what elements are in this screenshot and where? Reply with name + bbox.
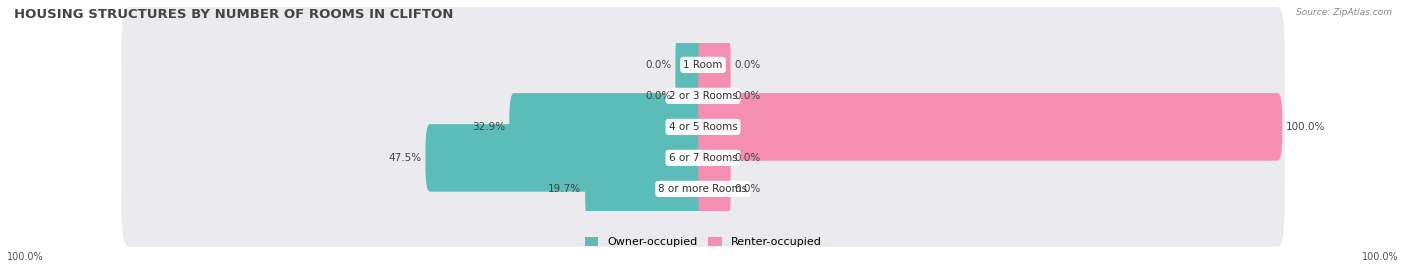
FancyBboxPatch shape (121, 100, 1285, 216)
Text: 100.0%: 100.0% (1286, 122, 1326, 132)
Text: 47.5%: 47.5% (388, 153, 422, 163)
Text: HOUSING STRUCTURES BY NUMBER OF ROOMS IN CLIFTON: HOUSING STRUCTURES BY NUMBER OF ROOMS IN… (14, 8, 453, 21)
Text: 6 or 7 Rooms: 6 or 7 Rooms (669, 153, 737, 163)
Text: 100.0%: 100.0% (7, 252, 44, 262)
FancyBboxPatch shape (699, 62, 731, 130)
FancyBboxPatch shape (699, 155, 731, 223)
Legend: Owner-occupied, Renter-occupied: Owner-occupied, Renter-occupied (581, 232, 825, 252)
Text: 4 or 5 Rooms: 4 or 5 Rooms (669, 122, 737, 132)
Text: 100.0%: 100.0% (1362, 252, 1399, 262)
FancyBboxPatch shape (121, 69, 1285, 185)
Text: 1 Room: 1 Room (683, 60, 723, 70)
FancyBboxPatch shape (699, 31, 731, 99)
FancyBboxPatch shape (675, 31, 707, 99)
Text: 0.0%: 0.0% (734, 184, 761, 194)
FancyBboxPatch shape (699, 124, 731, 192)
Text: 8 or more Rooms: 8 or more Rooms (658, 184, 748, 194)
Text: 0.0%: 0.0% (734, 153, 761, 163)
FancyBboxPatch shape (699, 93, 1282, 161)
FancyBboxPatch shape (585, 155, 707, 223)
Text: 0.0%: 0.0% (734, 91, 761, 101)
FancyBboxPatch shape (121, 7, 1285, 123)
FancyBboxPatch shape (121, 131, 1285, 247)
FancyBboxPatch shape (121, 38, 1285, 154)
Text: 2 or 3 Rooms: 2 or 3 Rooms (669, 91, 737, 101)
FancyBboxPatch shape (675, 62, 707, 130)
Text: 0.0%: 0.0% (734, 60, 761, 70)
Text: 19.7%: 19.7% (548, 184, 581, 194)
Text: 32.9%: 32.9% (472, 122, 505, 132)
Text: 0.0%: 0.0% (645, 60, 672, 70)
FancyBboxPatch shape (426, 124, 707, 192)
Text: 0.0%: 0.0% (645, 91, 672, 101)
FancyBboxPatch shape (509, 93, 707, 161)
Text: Source: ZipAtlas.com: Source: ZipAtlas.com (1296, 8, 1392, 17)
